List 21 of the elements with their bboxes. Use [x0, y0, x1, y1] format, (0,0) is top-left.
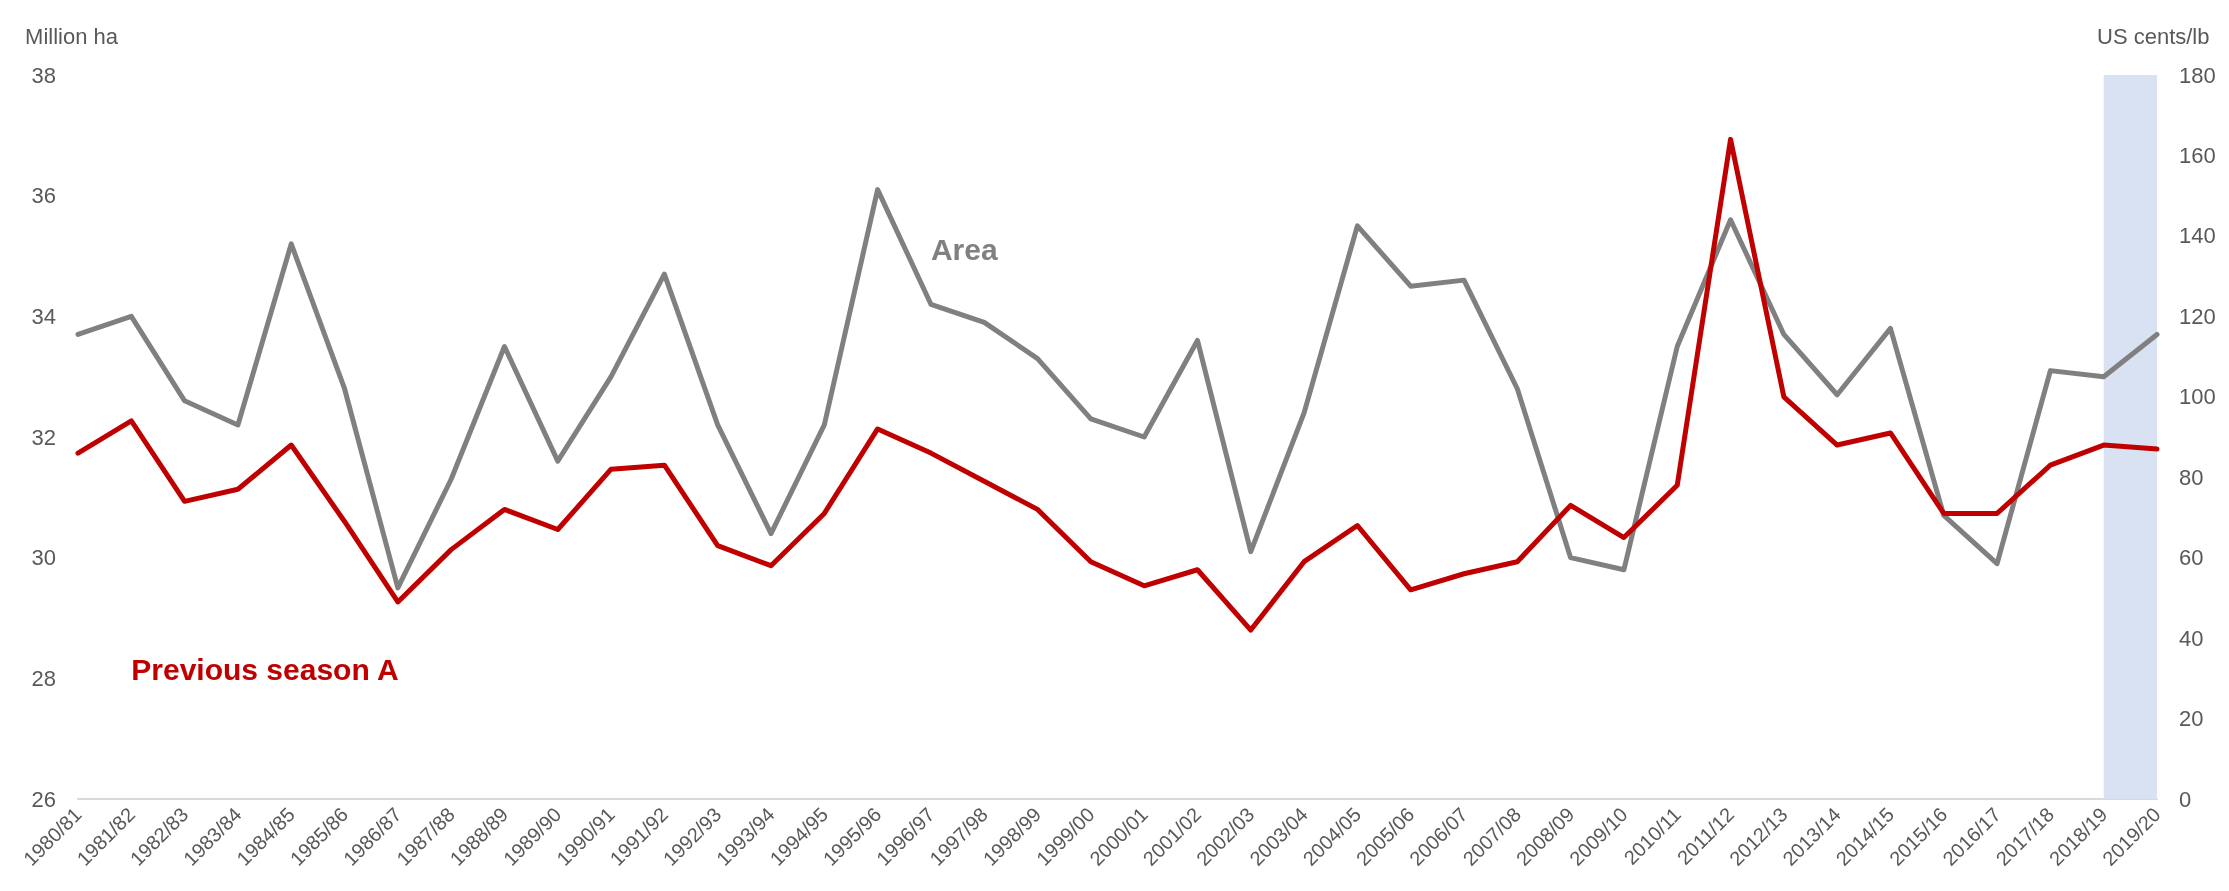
- y2-tick-label: 140: [2179, 223, 2216, 249]
- y-tick-label: 28: [31, 665, 56, 691]
- y2-tick-label: 180: [2179, 62, 2216, 88]
- y2-tick-label: 0: [2179, 786, 2192, 812]
- y-tick-label: 30: [31, 545, 56, 571]
- y-tick-label: 36: [31, 183, 56, 209]
- y-tick-label: 26: [31, 786, 56, 812]
- y-tick-label: 38: [31, 62, 56, 88]
- y2-tick-label: 120: [2179, 303, 2216, 329]
- y-tick-label: 34: [31, 303, 56, 329]
- y2-tick-label: 100: [2179, 384, 2216, 410]
- series-label: Previous season A: [131, 652, 399, 686]
- y-tick-label: 32: [31, 424, 56, 450]
- y2-tick-label: 160: [2179, 142, 2216, 168]
- y2-axis-title: US cents/lb: [2097, 23, 2210, 49]
- y-axis-title: Million ha: [25, 23, 119, 49]
- series-label: Area: [930, 232, 998, 266]
- y2-tick-label: 40: [2179, 625, 2204, 651]
- y2-tick-label: 60: [2179, 545, 2204, 571]
- y2-tick-label: 80: [2179, 464, 2204, 490]
- y2-tick-label: 20: [2179, 706, 2204, 732]
